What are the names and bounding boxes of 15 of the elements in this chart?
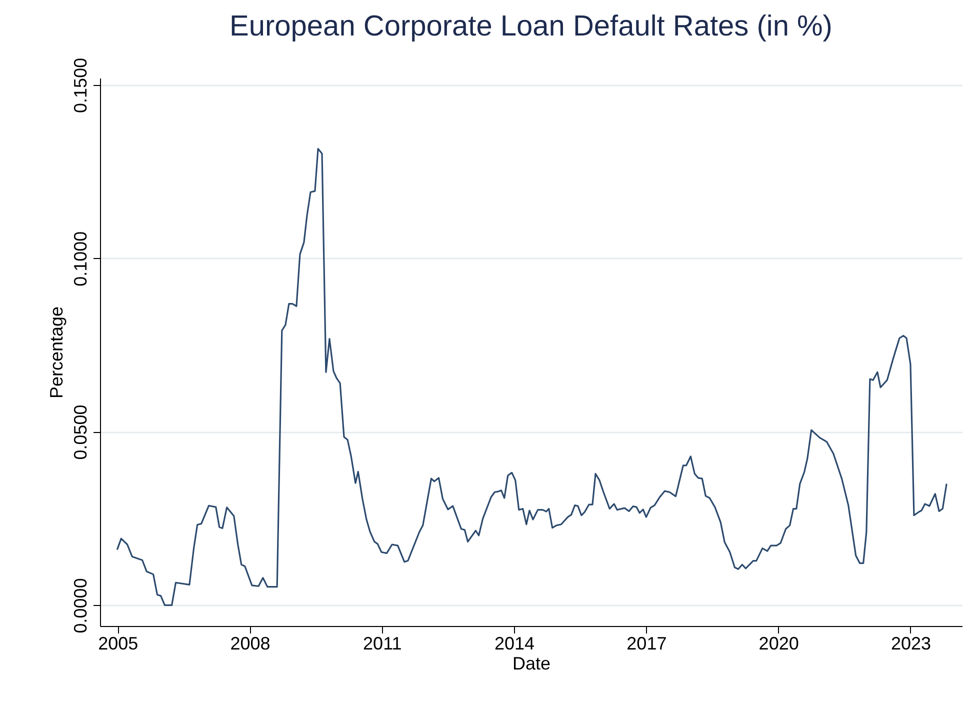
x-tick-label: 2014 — [494, 634, 535, 654]
x-tick-label: 2008 — [230, 634, 270, 654]
y-tick-label: 0.0000 — [70, 578, 90, 634]
x-tick-label: 2011 — [363, 634, 402, 654]
x-tick-label: 2005 — [98, 634, 138, 654]
y-tick-label: 0.1500 — [70, 58, 90, 113]
y-tick-label: 0.0500 — [70, 404, 90, 460]
x-tick-label: 2023 — [890, 634, 931, 654]
x-tick-label: 2017 — [626, 634, 667, 654]
y-tick-label: 0.1000 — [70, 231, 90, 286]
x-tick-label: 2020 — [758, 634, 799, 654]
y-axis-title: Percentage — [46, 306, 66, 399]
line-series — [116, 148, 948, 606]
chart-title: European Corporate Loan Default Rates (in %) — [230, 10, 832, 42]
x-axis-title: Date — [512, 654, 551, 674]
